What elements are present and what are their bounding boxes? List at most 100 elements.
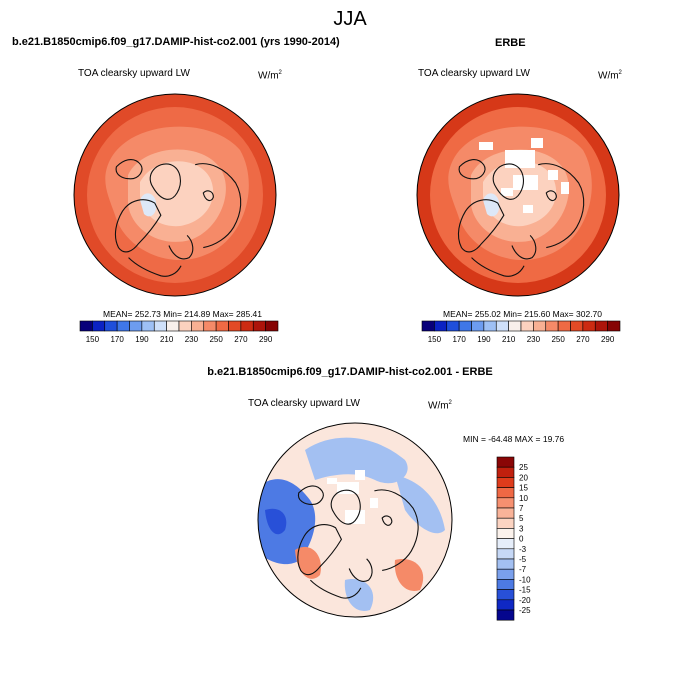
difference-map-missing-data <box>337 482 359 494</box>
erbe-map-greenland-cold <box>483 193 500 217</box>
model-colorbar-swatch <box>153 320 167 332</box>
erbe-colorbar-tick-label: 170 <box>452 335 466 344</box>
model-colorbar-swatch <box>203 320 217 332</box>
erbe-colorbar-swatch <box>508 320 522 332</box>
difference-map-border <box>257 422 453 618</box>
model-colorbar-swatch <box>240 320 254 332</box>
erbe-colorbar-tick-label: 230 <box>527 335 541 344</box>
erbe-map-missing-data <box>531 138 543 148</box>
difference-colorbar-tick-label: -3 <box>519 545 527 554</box>
erbe-colorbar-tick-label: 270 <box>576 335 590 344</box>
erbe-colorbar-swatch <box>533 320 547 332</box>
model-colorbar-swatch <box>228 320 242 332</box>
panel-model-stats: MEAN= 252.73 Min= 214.89 Max= 285.41 <box>103 309 263 319</box>
model-colorbar-tick-label: 270 <box>234 335 248 344</box>
coastline-erbe-map <box>492 163 524 200</box>
panel-model-units: W/m2 <box>258 70 282 82</box>
coastline-difference-map <box>297 524 343 576</box>
difference-map-cold-bias <box>395 475 445 534</box>
coastline-model-map <box>128 257 182 277</box>
difference-colorbar-tick-label: -15 <box>519 586 531 595</box>
difference-colorbar-swatch <box>496 477 515 488</box>
erbe-colorbar-swatch <box>483 320 497 332</box>
erbe-colorbar-tick-label: 190 <box>477 335 491 344</box>
model-colorbar-tick-label: 150 <box>86 335 100 344</box>
erbe-colorbar-swatch <box>557 320 571 332</box>
model-colorbar-swatch <box>191 320 205 332</box>
panel-erbe-stats: MEAN= 255.02 Min= 215.60 Max= 302.70 <box>443 309 603 319</box>
coastline-model-map <box>114 199 162 253</box>
difference-colorbar-swatch <box>496 517 515 529</box>
erbe-colorbar-tick-label: 290 <box>601 335 615 344</box>
difference-colorbar-tick-label: -20 <box>519 596 531 605</box>
difference-stats: MIN = -64.48 MAX = 19.76 <box>463 434 565 444</box>
erbe-map-missing-data <box>479 142 493 150</box>
erbe-colorbar-swatch <box>594 320 608 332</box>
model-colorbar-swatch <box>265 320 279 332</box>
page-title: JJA <box>333 8 367 30</box>
model-colorbar-tick-label: 290 <box>259 335 273 344</box>
model-colorbar-swatch <box>215 320 229 332</box>
erbe-colorbar-swatch <box>495 320 509 332</box>
difference-colorbar-swatch <box>496 589 515 601</box>
erbe-map-missing-data <box>501 188 513 196</box>
difference-colorbar-swatch <box>496 548 515 560</box>
difference-colorbar-tick-label: 15 <box>519 484 528 493</box>
model-colorbar-swatch <box>129 320 143 332</box>
difference-colorbar-tick-label: 10 <box>519 494 528 503</box>
difference-colorbar-swatch <box>496 538 515 550</box>
difference-colorbar-swatch <box>496 558 515 570</box>
model-colorbar-tick-label: 250 <box>209 335 223 344</box>
difference-colorbar-swatch <box>496 609 515 621</box>
erbe-colorbar-tick-label: 250 <box>551 335 565 344</box>
model-colorbar-swatch <box>166 320 180 332</box>
difference-colorbar-swatch <box>496 528 515 539</box>
erbe-colorbar-tick-label: 150 <box>428 335 442 344</box>
difference-map-cold-bias <box>305 437 408 484</box>
coastline-erbe-map <box>458 159 486 180</box>
difference-variable-label: TOA clearsky upward LW <box>248 398 360 409</box>
erbe-map-missing-data <box>505 150 535 168</box>
coastline-difference-map <box>374 489 419 571</box>
erbe-map-missing-data <box>513 175 538 190</box>
difference-map-warm-bias <box>394 559 424 591</box>
model-colorbar-tick-label: 190 <box>135 335 149 344</box>
erbe-colorbar-swatch <box>458 320 472 332</box>
model-map-greenland-cold <box>140 193 157 217</box>
panel-erbe-units: W/m2 <box>598 70 622 82</box>
coastline-erbe-map <box>511 235 537 260</box>
difference-map-missing-data <box>327 478 337 484</box>
model-colorbar: 150 170 190 210 230 250 270 290 <box>79 320 279 344</box>
difference-colorbar-swatch <box>496 599 515 611</box>
difference-colorbar-tick-label: -25 <box>519 606 531 615</box>
erbe-map-missing-data <box>561 182 569 194</box>
difference-polar-map <box>257 422 453 618</box>
difference-colorbar-swatch <box>496 579 515 590</box>
model-colorbar-swatch <box>92 320 106 332</box>
erbe-colorbar-swatch <box>582 320 596 332</box>
difference-colorbar-swatch <box>496 456 515 468</box>
difference-map-field <box>258 423 452 617</box>
coastline-difference-map <box>381 515 393 526</box>
coastline-difference-map <box>297 485 324 506</box>
panel-model-variable-label: TOA clearsky upward LW <box>78 68 190 79</box>
difference-map-missing-data <box>345 510 365 524</box>
difference-colorbar-tick-label: 0 <box>519 535 524 544</box>
difference-colorbar-swatch <box>496 487 515 499</box>
difference-colorbar-swatch <box>496 568 515 580</box>
difference-title: b.e21.B1850cmip6.f09_g17.DAMIP-hist-co2.… <box>207 366 493 378</box>
difference-colorbar-swatch <box>496 466 515 478</box>
model-colorbar-tick-label: 230 <box>185 335 199 344</box>
erbe-colorbar-tick-label: 210 <box>502 335 516 344</box>
erbe-colorbar-swatch <box>570 320 584 332</box>
coastline-model-map <box>115 159 143 180</box>
difference-colorbar-tick-label: 20 <box>519 473 528 482</box>
model-colorbar-swatch <box>252 320 266 332</box>
difference-colorbar-tick-label: 25 <box>519 463 528 472</box>
erbe-colorbar-swatch <box>607 320 621 332</box>
difference-units: W/m2 <box>428 400 452 412</box>
difference-colorbar-tick-label: -10 <box>519 575 531 584</box>
difference-map-cold-bias <box>344 579 374 611</box>
difference-map-missing-data <box>370 498 378 508</box>
